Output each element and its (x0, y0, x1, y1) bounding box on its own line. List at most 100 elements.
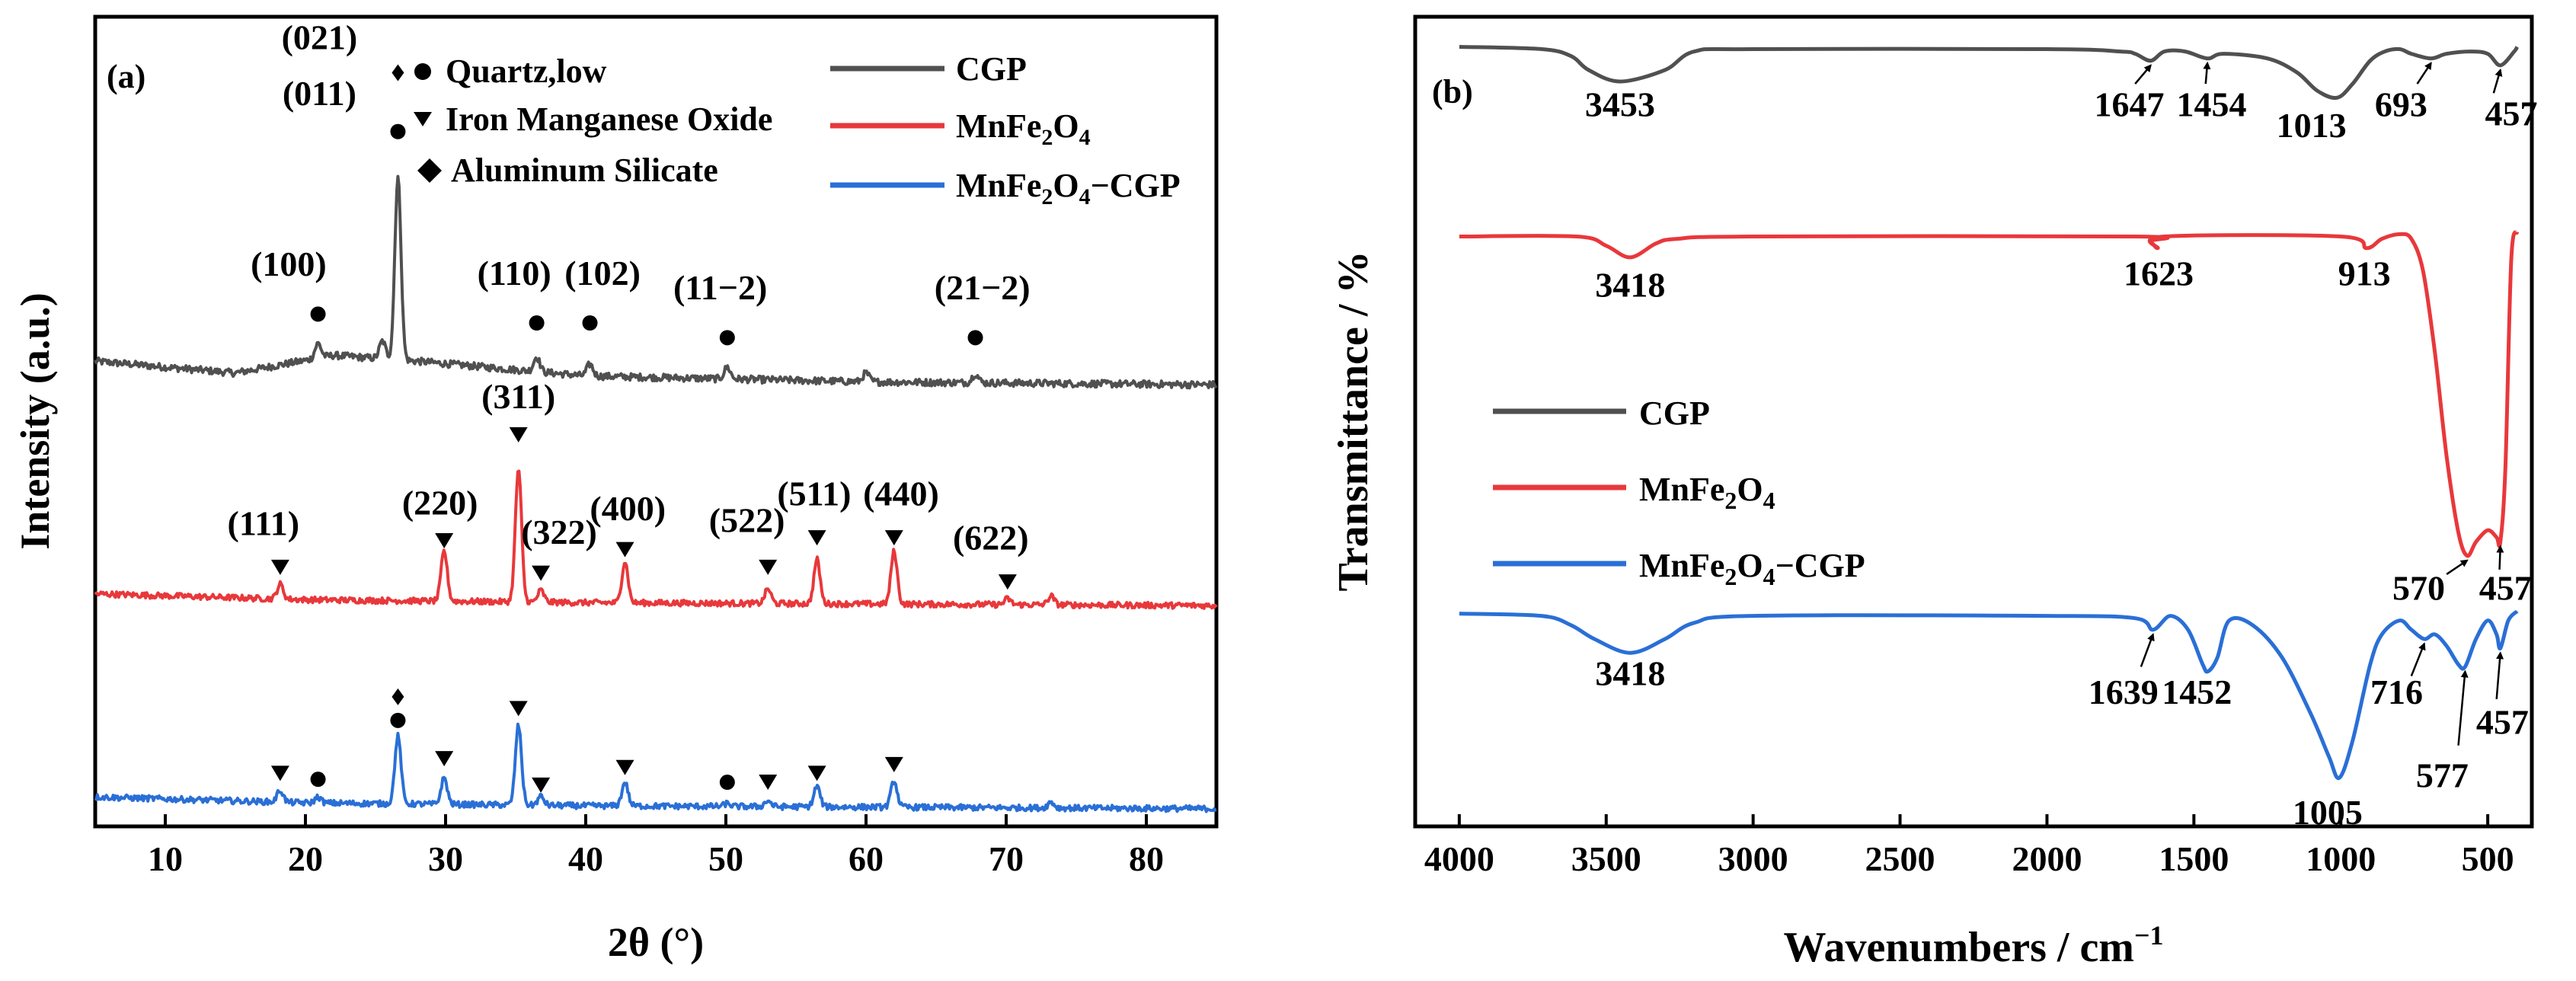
a-x-tick-label-80: 80 (1129, 839, 1164, 878)
b-wavenumber-label: 3418 (1595, 654, 1665, 693)
a-hkl-label: (522) (709, 500, 785, 539)
a-x-tick-label-30: 30 (428, 839, 463, 878)
iron-manganese-marker (615, 759, 634, 775)
b-wavenumber-label: 693 (2375, 85, 2427, 124)
b-wavenumber-label: 1005 (2293, 793, 2363, 832)
a-hkl-label: (400) (590, 489, 666, 528)
quartz-marker (310, 306, 326, 322)
b-wavenumber-label: 1013 (2277, 106, 2347, 145)
a-series-mnfe2o4 (94, 469, 1218, 610)
iron-manganese-marker (759, 775, 778, 791)
legend-b-cgp-label: CGP (1639, 395, 1710, 432)
b-peak-arrow (2203, 61, 2211, 85)
b-wavenumber-label: 1647 (2094, 85, 2164, 124)
a-hkl-label: (110) (478, 254, 551, 292)
a-hkl-label: (111) (228, 503, 300, 542)
phase-legend-aluminum-silicate-label: Aluminum Silicate (451, 152, 718, 189)
panel-b-x-ticks: 4000 3500 3000 2500 2000 1500 1000 500 (1424, 814, 2514, 878)
phase-legend-aluminum-silicate-symbol (417, 158, 442, 183)
panel-a-x-ticks: 10 20 30 40 50 60 70 80 (148, 814, 1164, 878)
panel-a-annotations: (100) (011) (021) (110) (102) (11−2) (21−2) (31… (228, 18, 1031, 558)
a-x-tick-label-40: 40 (568, 839, 603, 878)
b-wavenumber-label: 1452 (2162, 673, 2232, 711)
a-hkl-label: (440) (863, 475, 939, 513)
quartz-marker (582, 315, 598, 331)
b-x-tick-label-1000: 1000 (2306, 839, 2376, 878)
b-x-tick-label-500: 500 (2462, 839, 2514, 878)
b-wavenumber-label: 1454 (2176, 85, 2246, 124)
panel-a-phase-legend: Quartz,low Iron Manganese Oxide Aluminum… (414, 53, 772, 189)
panel-a-frame (93, 14, 1219, 829)
b-peak-arrow (2496, 545, 2504, 570)
quartz-marker (390, 123, 406, 139)
panel-a-y-axis-title: Intensity (a.u.) (12, 292, 58, 550)
phase-legend-iron-manganese-symbol (414, 112, 432, 126)
b-series-mnfe2o4-cgp (1459, 609, 2519, 781)
b-wavenumber-label: 913 (2338, 254, 2391, 292)
iron-manganese-marker (884, 530, 903, 546)
quartz-marker (390, 712, 406, 728)
b-peak-arrow (2457, 669, 2469, 746)
legend-b-mnfe2o4-label: MnFe2O4 (1639, 471, 1775, 514)
a-hkl-label: (100) (251, 244, 327, 283)
a-hkl-label: (220) (402, 483, 478, 522)
a-hkl-label: (021) (282, 18, 358, 57)
iron-manganese-marker (998, 574, 1017, 590)
b-peak-arrow (2495, 651, 2504, 700)
iron-manganese-marker (435, 751, 454, 767)
b-x-tick-label-3000: 3000 (1718, 839, 1788, 878)
iron-manganese-marker (532, 777, 551, 793)
phase-legend-iron-manganese-label: Iron Manganese Oxide (446, 101, 772, 138)
b-series-cgp (1459, 45, 2519, 101)
quartz-marker (719, 330, 735, 346)
legend-a-mnfe2o4-label: MnFe2O4 (956, 107, 1091, 150)
panel-b-y-axis-title: Transmittance / % (1330, 251, 1377, 592)
a-x-tick-label-20: 20 (288, 839, 323, 878)
panel-b-legend: CGP MnFe2O4 MnFe2O4−CGP (1493, 395, 1865, 590)
b-peak-arrow (2416, 62, 2432, 85)
b-wavenumber-label: 577 (2416, 756, 2469, 794)
b-wavenumber-label: 716 (2370, 673, 2423, 711)
panel-a-label: (a) (107, 58, 145, 95)
aluminum-silicate-marker (392, 688, 404, 705)
a-hkl-label: (11−2) (673, 268, 767, 307)
panel-a-xrd: 10 20 30 40 50 60 70 80 (100)(011)(021)(110) (10… (12, 14, 1219, 965)
b-wavenumber-label: 457 (2476, 703, 2529, 742)
b-wavenumber-label: 570 (2392, 568, 2445, 607)
quartz-marker (529, 315, 545, 331)
iron-manganese-marker (509, 701, 528, 717)
panel-b-lines (1459, 45, 2520, 781)
a-series-mnfe2o4-cgp (94, 722, 1217, 813)
b-series-mnfe2o4 (1459, 230, 2520, 558)
a-hkl-label: (622) (953, 519, 1029, 558)
a-hkl-label: (322) (521, 513, 597, 551)
iron-manganese-marker (615, 542, 634, 558)
b-wavenumber-label: 3418 (1595, 265, 1665, 304)
a-x-tick-label-50: 50 (708, 839, 743, 878)
iron-manganese-marker (270, 765, 289, 781)
a-x-tick-label-60: 60 (849, 839, 884, 878)
a-hkl-label: (311) (481, 377, 555, 416)
b-wavenumber-label: 1623 (2124, 254, 2194, 292)
b-x-tick-label-2000: 2000 (2012, 839, 2082, 878)
panel-b-ftir: 4000 3500 3000 2500 2000 1500 1000 500 3453 1647… (1330, 14, 2538, 971)
legend-a-composite-label: MnFe2O4−CGP (956, 167, 1181, 209)
b-peak-arrow (2492, 68, 2503, 94)
b-x-tick-label-2500: 2500 (1865, 839, 1935, 878)
iron-manganese-marker (270, 559, 289, 575)
b-wavenumber-label: 457 (2479, 568, 2532, 607)
panel-b-label: (b) (1432, 73, 1473, 110)
b-peak-arrow (2134, 64, 2152, 85)
b-x-tick-label-4000: 4000 (1424, 839, 1494, 878)
panel-a-legend: CGP MnFe2O4 MnFe2O4−CGP (830, 50, 1181, 209)
panel-a-lines (94, 174, 1218, 813)
panel-b-annotations: 3453 1647 1454 1013 693 457 3418 1623 913 570 457 3… (1585, 85, 2538, 832)
iron-manganese-marker (509, 427, 528, 443)
panel-b-frame (1413, 14, 2534, 829)
panel-a-x-axis-title: 2θ (°) (608, 919, 704, 965)
iron-manganese-marker (435, 533, 454, 549)
aluminum-silicate-marker (392, 64, 404, 81)
quartz-marker (719, 775, 735, 791)
a-hkl-label: (102) (564, 254, 641, 292)
